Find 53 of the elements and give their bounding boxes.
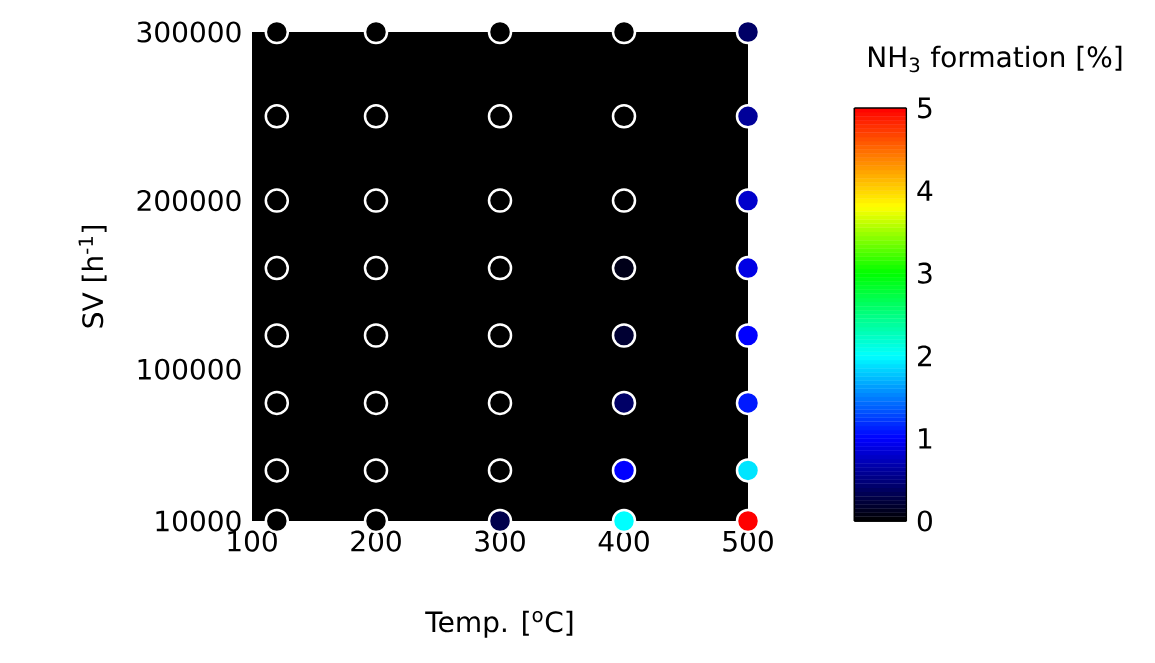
x-tick-label: 300 [475,530,525,552]
color-bar-label: 5 [918,97,932,119]
point [611,323,637,348]
y-tick-label: 100000 [138,358,241,380]
color-bar-label: 4 [917,180,933,201]
color-bar-label: 0 [917,510,932,532]
point [363,323,389,348]
point [611,458,637,483]
color-bar-label: 3 [918,262,932,284]
point [735,255,761,281]
color-bar-label: 1 [919,428,932,449]
point [611,255,637,281]
point [611,19,637,45]
y-tick-label: 300000 [137,21,241,43]
point [735,104,761,129]
point [735,458,761,483]
point [264,19,290,45]
point [264,458,290,483]
point [363,19,389,45]
point [363,188,389,213]
point [735,188,761,213]
point [264,323,290,348]
point [363,390,389,416]
point [487,458,513,483]
point [363,458,389,483]
x-tick-label: 500 [723,530,773,552]
point [735,19,761,45]
point [264,390,290,416]
x-tick-label: 200 [351,530,401,552]
x-tick-label: 400 [598,530,649,552]
point [363,255,389,281]
y-axis-title: SV [h$^{-1}$] [78,226,107,328]
point [264,255,290,281]
y-tick-label: 10000 [156,510,241,532]
point [487,255,513,281]
point [487,323,513,348]
color-bar-label: 2 [918,345,931,367]
point [735,323,761,348]
y-tick-label: 200000 [137,190,241,212]
point [487,188,513,213]
color-bar-title: NH$_{3}$ formation [%] [869,45,1122,73]
x-axis-title: Temp. [$^{o}$C] [425,610,573,638]
point [363,104,389,129]
point [487,19,513,45]
point [735,390,761,416]
point [487,390,513,416]
point [264,104,290,129]
point [611,188,637,213]
point [264,188,290,213]
point [611,104,637,129]
point [487,104,513,129]
x-tick-label: 100 [228,530,277,552]
point [611,390,637,416]
